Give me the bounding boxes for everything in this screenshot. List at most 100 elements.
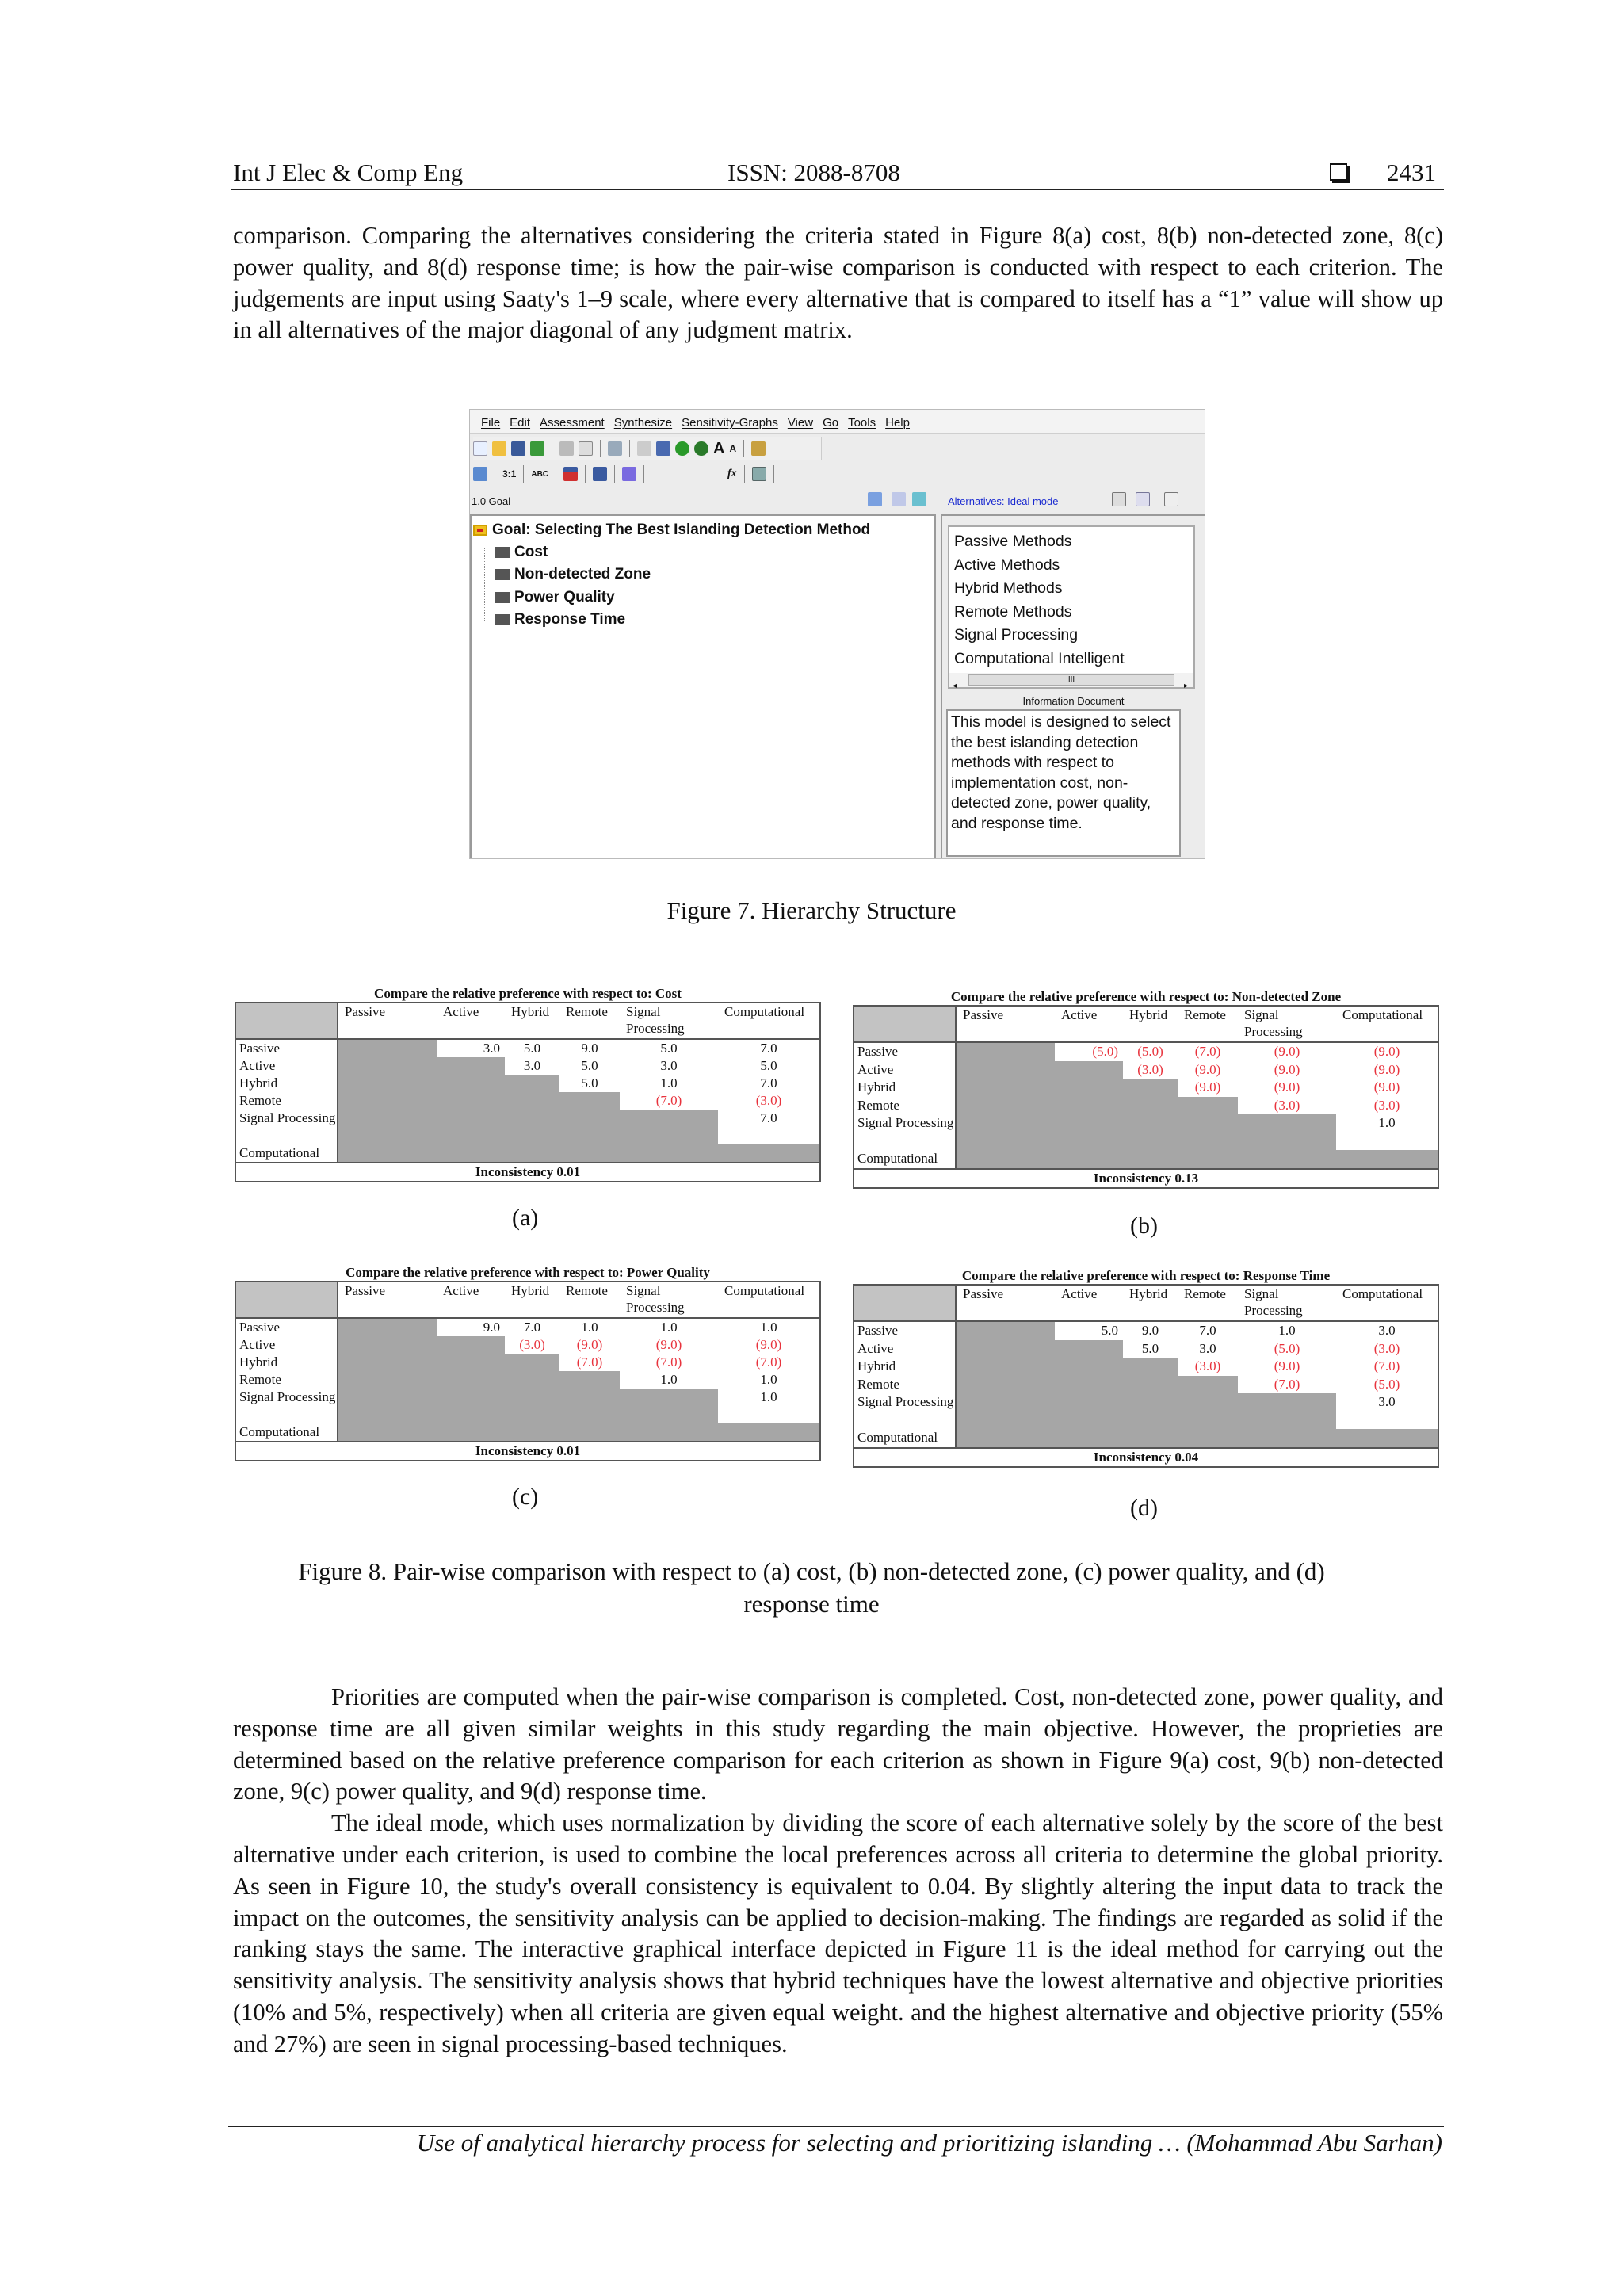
judgment-cell[interactable]: (9.0) — [1336, 1060, 1438, 1079]
judgment-cell[interactable]: (9.0) — [559, 1336, 620, 1354]
judgment-cell[interactable]: 1.0 — [559, 1319, 620, 1336]
alternative-item[interactable]: Hybrid Methods — [954, 579, 1063, 598]
edit-node-icon[interactable] — [912, 492, 926, 506]
alternative-item[interactable]: Remote Methods — [954, 602, 1072, 621]
menu-help[interactable]: Help — [885, 416, 910, 430]
judgment-cell[interactable]: (3.0) — [1336, 1339, 1438, 1358]
criterion-response-time[interactable]: Response Time — [514, 611, 626, 628]
calculator-icon[interactable] — [656, 441, 670, 456]
bar-graph-icon[interactable] — [563, 467, 579, 481]
judgment-cell[interactable]: (5.0) — [1123, 1043, 1178, 1061]
users-icon[interactable] — [751, 441, 766, 456]
judgment-cell[interactable]: (9.0) — [1336, 1079, 1438, 1097]
judgment-cell[interactable]: (9.0) — [1178, 1079, 1238, 1097]
alternative-edit-icon[interactable] — [1112, 492, 1126, 506]
judgment-cell[interactable]: 5.0 — [1123, 1339, 1178, 1358]
judgment-cell[interactable]: 5.0 — [505, 1040, 559, 1057]
pairwise-ratio-tab[interactable]: 3:1 — [502, 468, 517, 479]
menu-sensitivity-graphs[interactable]: Sensitivity-Graphs — [682, 416, 778, 430]
judgment-cell[interactable]: 3.0 — [437, 1040, 505, 1057]
tree-layout-icon[interactable] — [868, 492, 882, 506]
judgment-cell[interactable]: 9.0 — [437, 1319, 505, 1336]
judgment-cell[interactable]: (9.0) — [1238, 1043, 1336, 1061]
judgment-cell[interactable]: (9.0) — [1238, 1358, 1336, 1376]
judgment-cell[interactable]: 7.0 — [718, 1075, 819, 1092]
judgment-cell[interactable]: 7.0 — [718, 1110, 819, 1144]
judgment-cell[interactable]: (5.0) — [1055, 1043, 1123, 1061]
horizontal-scrollbar[interactable]: ◂ III ▸ — [949, 673, 1193, 690]
checkmark-icon[interactable] — [530, 441, 544, 456]
judgment-cell[interactable]: 1.0 — [1336, 1114, 1438, 1150]
judgment-cell[interactable]: 5.0 — [1055, 1322, 1123, 1340]
menu-synthesize[interactable]: Synthesize — [613, 416, 673, 430]
menu-view[interactable]: View — [787, 416, 814, 430]
criterion-cost[interactable]: Cost — [514, 544, 548, 560]
judgment-cell[interactable]: (9.0) — [620, 1336, 718, 1354]
judgment-cell[interactable]: 1.0 — [1238, 1322, 1336, 1340]
new-file-icon[interactable] — [473, 441, 487, 456]
menu-tools[interactable]: Tools — [848, 416, 876, 430]
information-document-text[interactable]: This model is designed to select the bes… — [946, 709, 1181, 857]
judgment-cell[interactable]: 1.0 — [620, 1075, 718, 1092]
judgment-cell[interactable]: 3.0 — [620, 1057, 718, 1075]
judgment-cell[interactable]: 1.0 — [718, 1319, 819, 1336]
move-up-icon[interactable] — [608, 441, 622, 456]
judgment-cell[interactable]: (5.0) — [1336, 1375, 1438, 1393]
node-icon[interactable] — [892, 492, 906, 506]
judgment-cell[interactable]: 9.0 — [559, 1040, 620, 1057]
tree-view-icon[interactable] — [473, 467, 487, 481]
formula-tab[interactable]: fx — [727, 468, 737, 479]
judgment-cell[interactable]: (7.0) — [1336, 1358, 1438, 1376]
disabled-tool-icon[interactable] — [637, 441, 651, 456]
judgment-cell[interactable]: 5.0 — [559, 1075, 620, 1092]
judgment-cell[interactable]: 3.0 — [1336, 1393, 1438, 1429]
menu-go[interactable]: Go — [823, 416, 839, 430]
criterion-non-detected-zone[interactable]: Non-detected Zone — [514, 566, 651, 583]
refresh-icon[interactable] — [675, 441, 689, 456]
funnel-icon[interactable] — [622, 467, 637, 481]
judgment-cell[interactable]: (3.0) — [1336, 1096, 1438, 1114]
scroll-thumb[interactable]: III — [968, 674, 1174, 686]
judgment-cell[interactable]: (9.0) — [718, 1336, 819, 1354]
spreadsheet-icon[interactable] — [751, 467, 766, 481]
judgment-cell[interactable]: 5.0 — [620, 1040, 718, 1057]
font-increase-icon[interactable]: A — [713, 439, 725, 457]
judgment-cell[interactable]: (3.0) — [505, 1336, 559, 1354]
menu-edit[interactable]: Edit — [510, 416, 531, 430]
judgment-cell[interactable]: (9.0) — [1178, 1060, 1238, 1079]
judgment-cell[interactable]: 9.0 — [1123, 1322, 1178, 1340]
judgment-cell[interactable]: (9.0) — [1238, 1060, 1336, 1079]
judgment-cell[interactable]: (3.0) — [1178, 1358, 1238, 1376]
judgment-cell[interactable]: 5.0 — [718, 1057, 819, 1075]
judgment-cell[interactable]: (9.0) — [1336, 1043, 1438, 1061]
open-folder-icon[interactable] — [492, 441, 506, 456]
judgment-cell[interactable]: (7.0) — [620, 1354, 718, 1371]
judgment-cell[interactable]: 7.0 — [1178, 1322, 1238, 1340]
menu-assessment[interactable]: Assessment — [540, 416, 605, 430]
font-decrease-icon[interactable]: A — [729, 443, 737, 454]
goal-node[interactable]: Goal: Selecting The Best Islanding Detec… — [492, 521, 871, 538]
judgment-cell[interactable]: 3.0 — [505, 1057, 559, 1075]
judgment-cell[interactable]: 5.0 — [559, 1057, 620, 1075]
judgment-cell[interactable]: 7.0 — [505, 1319, 559, 1336]
criterion-power-quality[interactable]: Power Quality — [514, 589, 615, 606]
judgment-cell[interactable]: 1.0 — [718, 1371, 819, 1389]
judgment-cell[interactable]: 1.0 — [620, 1371, 718, 1389]
verbal-abc-tab[interactable]: ABC — [531, 469, 549, 479]
judgment-cell[interactable]: (3.0) — [1123, 1060, 1178, 1079]
judgment-cell[interactable]: (7.0) — [620, 1092, 718, 1110]
scroll-right-icon[interactable]: ▸ — [1184, 682, 1189, 690]
print-preview-icon[interactable] — [579, 441, 593, 456]
judgment-cell[interactable]: (3.0) — [718, 1092, 819, 1110]
judgment-cell[interactable]: (3.0) — [1238, 1096, 1336, 1114]
print-icon[interactable] — [559, 441, 574, 456]
save-icon[interactable] — [511, 441, 525, 456]
judgment-cell[interactable]: (7.0) — [1238, 1375, 1336, 1393]
add-alternative-icon[interactable] — [1136, 492, 1150, 506]
alternative-item[interactable]: Active Methods — [954, 556, 1060, 574]
judgment-cell[interactable]: (5.0) — [1238, 1339, 1336, 1358]
judgment-cell[interactable]: (7.0) — [718, 1354, 819, 1371]
judgment-cell[interactable]: (7.0) — [559, 1354, 620, 1371]
judgment-cell[interactable]: 7.0 — [718, 1040, 819, 1057]
scroll-left-icon[interactable]: ◂ — [953, 682, 957, 690]
